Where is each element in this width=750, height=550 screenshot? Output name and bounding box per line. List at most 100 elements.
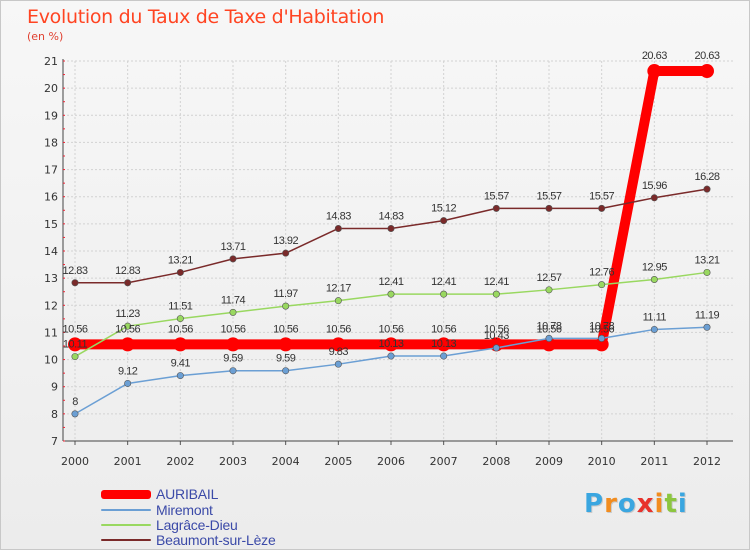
data-label-auribail: 10.56 <box>168 323 193 335</box>
x-tick-label: 2002 <box>166 455 194 468</box>
x-tick-label: 2003 <box>219 455 247 468</box>
data-label-lagrace-dieu: 10.11 <box>63 339 88 351</box>
data-point-miremont <box>124 379 132 387</box>
x-tick-label: 2006 <box>377 455 405 468</box>
logo-letter: r <box>604 489 618 519</box>
legend-item-lagrace-dieu: Lagrâce-Dieu <box>101 517 238 533</box>
y-tick-label: 18 <box>44 136 58 149</box>
data-label-auribail: 10.56 <box>220 323 245 335</box>
data-label-lagrace-dieu: 12.41 <box>378 276 403 288</box>
data-point-beaumont-sur-leze <box>598 204 606 212</box>
data-point-auribail <box>436 337 451 352</box>
data-label-auribail: 20.63 <box>694 50 719 62</box>
data-point-lagrace-dieu <box>703 268 711 276</box>
y-tick-label: 13 <box>44 272 58 285</box>
data-point-lagrace-dieu <box>124 322 132 330</box>
data-label-beaumont-sur-leze: 13.92 <box>273 235 298 247</box>
data-label-miremont: 9.83 <box>329 346 349 358</box>
data-point-auribail <box>647 64 662 79</box>
data-point-miremont <box>176 372 184 380</box>
logo-letter: t <box>664 489 678 519</box>
data-label-lagrace-dieu: 12.76 <box>589 267 614 279</box>
data-label-lagrace-dieu: 11.74 <box>221 294 246 306</box>
data-point-lagrace-dieu <box>176 315 184 323</box>
legend-item-miremont: Miremont <box>101 502 213 518</box>
y-tick-label: 20 <box>44 82 58 95</box>
x-tick-label: 2010 <box>588 455 616 468</box>
data-label-miremont: 9.59 <box>223 353 243 365</box>
legend-label-auribail: AURIBAIL <box>156 486 219 502</box>
data-point-miremont <box>334 360 342 368</box>
data-label-miremont: 8 <box>72 396 78 408</box>
legend-item-auribail: AURIBAIL <box>101 486 218 502</box>
y-tick-label: 21 <box>44 55 58 68</box>
data-label-beaumont-sur-leze: 14.83 <box>378 210 403 222</box>
data-point-miremont <box>703 323 711 331</box>
data-point-beaumont-sur-leze <box>703 185 711 193</box>
data-point-beaumont-sur-leze <box>229 255 237 263</box>
data-label-miremont: 9.12 <box>118 365 138 377</box>
data-label-auribail: 10.56 <box>62 323 87 335</box>
data-point-beaumont-sur-leze <box>545 204 553 212</box>
data-point-beaumont-sur-leze <box>650 194 658 202</box>
data-point-miremont <box>387 352 395 360</box>
data-point-miremont <box>282 367 290 375</box>
y-tick-label: 17 <box>44 164 58 177</box>
data-label-lagrace-dieu: 11.51 <box>168 301 193 313</box>
data-label-miremont: 9.59 <box>276 353 296 365</box>
x-tick-label: 2000 <box>61 455 89 468</box>
data-label-beaumont-sur-leze: 15.57 <box>536 190 561 202</box>
data-point-lagrace-dieu <box>492 290 500 298</box>
data-label-lagrace-dieu: 13.21 <box>694 254 719 266</box>
logo-letter: o <box>617 489 637 519</box>
data-point-lagrace-dieu <box>282 302 290 310</box>
data-label-miremont: 11.11 <box>643 311 667 323</box>
data-point-miremont <box>545 334 553 342</box>
data-label-auribail: 10.56 <box>378 323 403 335</box>
data-point-beaumont-sur-leze <box>387 224 395 232</box>
data-point-beaumont-sur-leze <box>282 249 290 257</box>
y-tick-label: 11 <box>44 326 58 339</box>
data-point-auribail <box>278 337 293 352</box>
data-point-lagrace-dieu <box>650 275 658 283</box>
data-label-auribail: 20.63 <box>642 50 667 62</box>
data-label-auribail: 10.56 <box>431 323 456 335</box>
data-point-auribail <box>542 337 556 352</box>
y-tick-label: 7 <box>51 435 58 448</box>
data-label-auribail: 10.56 <box>115 323 140 335</box>
x-tick-label: 2008 <box>482 455 510 468</box>
y-tick-label: 14 <box>44 245 58 258</box>
x-tick-label: 2012 <box>693 455 721 468</box>
data-label-miremont: 11.19 <box>695 309 720 321</box>
data-label-beaumont-sur-leze: 15.57 <box>589 190 614 202</box>
x-tick-label: 2007 <box>430 455 458 468</box>
legend-label-miremont: Miremont <box>156 502 213 518</box>
data-label-beaumont-sur-leze: 14.83 <box>326 210 351 222</box>
legend-swatch-beaumont <box>101 539 151 541</box>
data-label-beaumont-sur-leze: 13.21 <box>168 254 193 266</box>
data-label-miremont: 9.41 <box>171 358 191 370</box>
data-point-lagrace-dieu <box>387 290 395 298</box>
data-label-lagrace-dieu: 11.97 <box>274 288 299 300</box>
data-label-auribail: 10.56 <box>484 323 509 335</box>
data-point-auribail <box>68 337 82 352</box>
data-point-miremont <box>440 352 448 360</box>
data-point-miremont <box>598 334 606 342</box>
data-point-auribail <box>384 337 398 352</box>
logo-letter: P <box>584 489 605 519</box>
chart-title: Evolution du Taux de Taxe d'Habitation <box>27 6 385 28</box>
x-tick-label: 2005 <box>324 455 352 468</box>
data-label-miremont: 10.78 <box>589 320 614 332</box>
data-label-lagrace-dieu: 12.17 <box>326 283 351 295</box>
data-point-miremont <box>71 410 79 418</box>
data-label-beaumont-sur-leze: 15.57 <box>484 190 509 202</box>
data-label-auribail: 10.56 <box>589 323 614 335</box>
x-tick-label: 2011 <box>640 455 668 468</box>
proxiti-logo: Proxiti <box>584 489 688 519</box>
y-tick-label: 9 <box>51 381 58 394</box>
logo-letter: i <box>677 489 688 519</box>
x-tick-label: 2004 <box>272 455 300 468</box>
logo-letter: x <box>636 489 655 519</box>
data-label-auribail: 10.56 <box>273 323 298 335</box>
